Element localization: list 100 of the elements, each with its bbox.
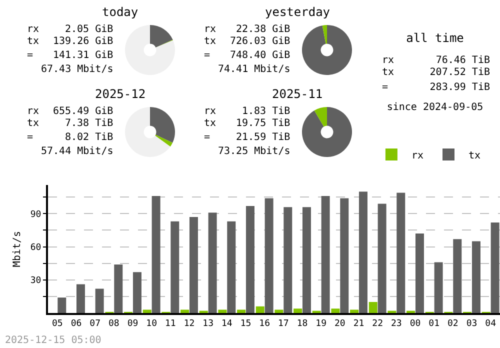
bar	[227, 221, 236, 313]
x-tick-label: 04	[485, 318, 496, 329]
text: rx	[27, 24, 40, 35]
bar	[472, 241, 480, 313]
text: 726.03 GiB	[230, 36, 290, 47]
bar	[302, 207, 311, 313]
x-tick-label: 22	[372, 318, 383, 329]
text: 8.02 TiB	[65, 132, 114, 143]
bar	[274, 310, 284, 313]
y-tick-label: 90	[30, 210, 42, 220]
text: 22.38 GiB	[236, 24, 290, 35]
donut-slice	[125, 25, 175, 75]
x-tick-label: 02	[448, 318, 458, 329]
bar	[368, 302, 378, 313]
text: 1.83 TiB	[242, 106, 290, 117]
bar	[114, 264, 123, 313]
x-tick-label: 07	[90, 318, 100, 329]
text: tx	[27, 36, 40, 47]
text: 748.40 GiB	[230, 50, 290, 61]
bar	[264, 198, 274, 313]
bar	[180, 310, 190, 313]
x-tick-label: 20	[334, 318, 346, 329]
bar	[284, 207, 292, 313]
bar	[170, 221, 180, 313]
x-tick-label: 08	[108, 318, 120, 329]
donut-slice	[155, 134, 173, 147]
x-tick-label: 19	[316, 318, 326, 329]
text: 7.38 TiB	[65, 118, 114, 129]
text: 2025-12-15 05:00	[5, 335, 102, 346]
text: 141.31 GiB	[53, 50, 114, 61]
chart-title: 2025-12	[95, 87, 146, 101]
y-axis-title: Mbit/s	[12, 230, 23, 268]
x-tick-label: 18	[296, 318, 308, 329]
legend-label: rx	[411, 150, 424, 162]
y-tick-label: 60	[30, 242, 42, 253]
bar	[95, 288, 104, 313]
text: 73.25 Mbit/s	[218, 146, 290, 157]
bar	[218, 310, 227, 313]
x-tick-label: 01	[428, 318, 440, 329]
bar	[396, 192, 406, 313]
x-tick-label: 06	[70, 318, 82, 329]
bar	[132, 272, 142, 313]
bar	[58, 298, 66, 313]
bar	[76, 284, 85, 313]
text: tx	[27, 118, 40, 129]
legend-label: tx	[468, 150, 481, 162]
donut-slice	[125, 107, 170, 157]
x-tick-label: 14	[222, 318, 232, 329]
donut-slice	[322, 25, 327, 44]
text: rx	[27, 106, 40, 117]
text: all time	[406, 31, 464, 45]
text: =	[204, 132, 210, 143]
text: rx	[204, 24, 216, 35]
x-tick-label: 05	[52, 318, 63, 329]
bar	[152, 196, 160, 313]
x-tick-label: 17	[278, 318, 289, 329]
bar	[415, 234, 424, 313]
text: since 2024-09-05	[386, 102, 484, 113]
donut-slice	[150, 107, 175, 143]
donut-slice	[314, 107, 327, 127]
bar	[256, 306, 264, 313]
bar	[340, 198, 349, 313]
bar	[321, 196, 330, 313]
text: 74.41 Mbit/s	[218, 64, 290, 75]
x-tick-label: 12	[184, 318, 195, 329]
x-tick-label: 23	[391, 318, 402, 329]
text: 283.99 TiB	[430, 82, 490, 93]
donut-slice	[150, 25, 173, 48]
text: 2.05 GiB	[65, 24, 114, 35]
text: tx	[204, 118, 216, 129]
text: 21.59 TiB	[236, 132, 290, 143]
x-tick-label: 09	[127, 318, 138, 329]
chart-title: today	[102, 5, 138, 19]
bar	[358, 192, 368, 313]
text: =	[27, 50, 34, 61]
chart-title: yesterday	[265, 5, 330, 19]
bar	[208, 212, 217, 313]
text: 655.49 GiB	[53, 106, 114, 117]
y-tick-label: 30	[30, 276, 42, 286]
donut-slice	[302, 107, 352, 157]
x-tick-label: 10	[146, 318, 157, 329]
donut-slice	[302, 25, 352, 75]
x-tick-label: 21	[353, 318, 364, 329]
bar	[434, 262, 443, 313]
chart-title: 2025-11	[272, 87, 323, 101]
text: 207.52 TiB	[430, 67, 490, 78]
bar	[189, 217, 198, 313]
donut-slice	[156, 40, 174, 48]
text: =	[204, 50, 210, 61]
text: 139.26 GiB	[53, 36, 114, 47]
bar	[490, 222, 500, 313]
text: rx	[204, 106, 216, 117]
bar	[246, 206, 254, 313]
text: =	[382, 82, 388, 93]
text: 19.75 TiB	[236, 118, 290, 129]
bar	[294, 308, 302, 313]
text: 57.44 Mbit/s	[41, 146, 114, 157]
bar	[453, 239, 462, 313]
text: 76.46 TiB	[436, 55, 490, 66]
bar	[331, 308, 340, 313]
